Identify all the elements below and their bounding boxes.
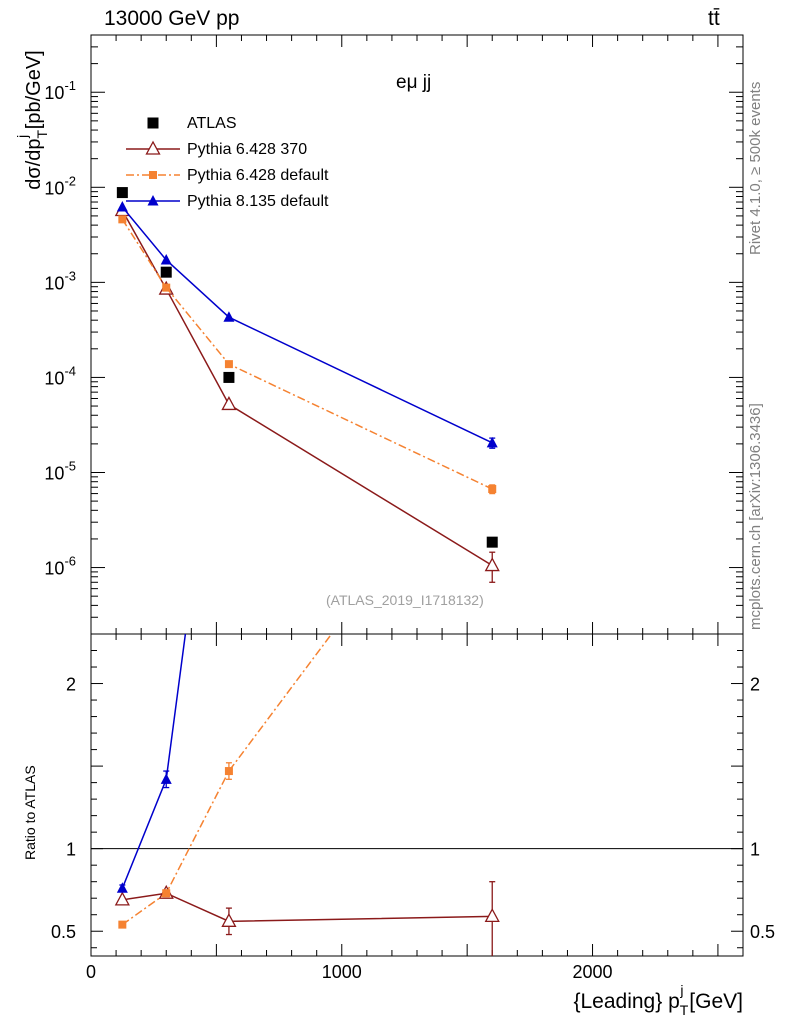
ratio-point-1-3 bbox=[488, 415, 496, 423]
ratio-point-0-3 bbox=[484, 908, 500, 923]
legend-label-py8-default: Pythia 8.135 default bbox=[187, 193, 329, 210]
y-tick-label: 10-3 bbox=[44, 268, 76, 293]
data-point-3-0 bbox=[116, 201, 128, 212]
data-point-0-1 bbox=[160, 266, 172, 278]
legend-marker-2 bbox=[149, 171, 157, 179]
data-point-2-2 bbox=[224, 360, 233, 369]
rivet-label: Rivet 4.1.0, ≥ 500k events bbox=[747, 81, 764, 255]
ratio-line-0 bbox=[122, 892, 493, 923]
ratio-point-1-2 bbox=[224, 767, 233, 776]
data-point-2-0 bbox=[118, 215, 127, 224]
legend-marker-3 bbox=[147, 195, 159, 206]
series-line-2 bbox=[121, 218, 493, 490]
x-tick-label: 2000 bbox=[573, 962, 613, 982]
ratio-y-tick-label-right: 0.5 bbox=[750, 922, 775, 942]
y-tick-label: 10-1 bbox=[44, 78, 76, 103]
ratio-point-1-0 bbox=[118, 920, 127, 929]
y-tick-label: 10-2 bbox=[44, 173, 76, 198]
data-point-3-1 bbox=[160, 253, 172, 265]
ratio-y-tick-label-left: 2 bbox=[66, 675, 76, 695]
ratio-y-tick-label-right: 2 bbox=[750, 675, 760, 695]
x-tick-label: 1000 bbox=[322, 962, 362, 982]
x-axis-title: {Leading} pTj [GeV] bbox=[573, 982, 743, 1018]
ratio-series-group bbox=[114, 298, 500, 956]
legend-marker-1 bbox=[145, 140, 161, 155]
mcplots-label: mcplots.cern.ch [arXiv:1306.3436] bbox=[747, 403, 764, 630]
ratio-point-0-0 bbox=[114, 891, 130, 906]
data-point-2-1 bbox=[162, 283, 171, 292]
data-point-0-0 bbox=[116, 187, 128, 199]
data-point-3-3 bbox=[486, 436, 498, 448]
y-tick-label: 10-6 bbox=[44, 554, 76, 579]
legend-marker-0 bbox=[147, 117, 159, 129]
analysis-tag: (ATLAS_2019_I1718132) bbox=[326, 592, 484, 608]
series-line-3 bbox=[121, 206, 493, 444]
legend-label-py6-default: Pythia 6.428 default bbox=[187, 167, 329, 184]
data-point-0-2 bbox=[223, 371, 235, 383]
ratio-point-2-2 bbox=[223, 298, 234, 309]
ratio-line-2 bbox=[121, 634, 187, 889]
ratio-point-1-1 bbox=[162, 889, 171, 898]
x-tick-label: 0 bbox=[86, 962, 96, 982]
series-line-1 bbox=[121, 210, 493, 567]
ratio-point-0-2 bbox=[221, 912, 237, 927]
legend-label-atlas: ATLAS bbox=[187, 115, 237, 132]
ratio-y-tick-label-left: 1 bbox=[66, 840, 76, 860]
ratio-point-2-0 bbox=[116, 882, 128, 893]
data-point-2-3 bbox=[488, 485, 497, 494]
ratio-y-tick-label-left: 0.5 bbox=[51, 922, 76, 942]
data-point-1-2 bbox=[221, 396, 237, 411]
ratio-y-tick-label-right: 1 bbox=[750, 840, 760, 860]
main-series-group bbox=[114, 187, 500, 583]
ratio-point-2-1 bbox=[160, 773, 172, 784]
chart-title: eμ jj bbox=[396, 72, 432, 93]
header-left: 13000 GeV pp bbox=[104, 7, 240, 30]
legend-label-py6-370: Pythia 6.428 370 bbox=[187, 141, 308, 158]
header-right: tt̄ bbox=[708, 7, 720, 30]
ratio-frame bbox=[90, 633, 744, 957]
data-point-1-3 bbox=[484, 557, 500, 572]
main-y-axis-title: dσ/dpTj [pb/GeV] bbox=[14, 50, 50, 189]
y-tick-label: 10-4 bbox=[44, 363, 76, 388]
y-tick-label: 10-5 bbox=[44, 458, 76, 483]
data-point-3-2 bbox=[223, 311, 235, 322]
ratio-ylabel: Ratio to ATLAS bbox=[22, 765, 38, 860]
data-point-0-3 bbox=[486, 536, 498, 548]
